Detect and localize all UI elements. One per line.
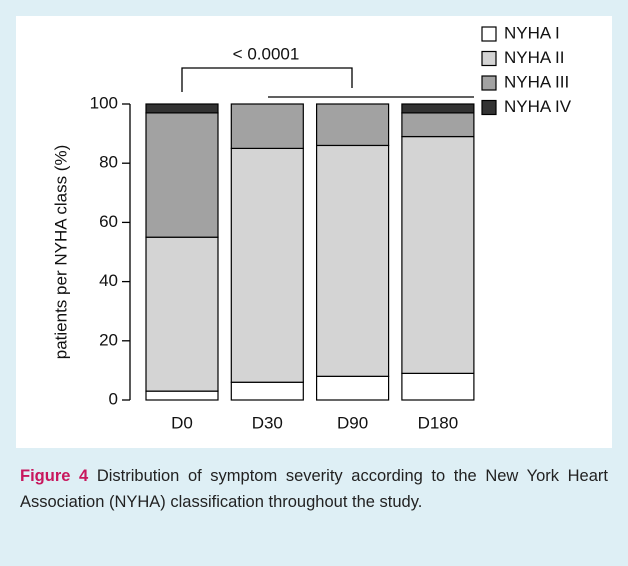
- bar-segment: [230, 103, 304, 150]
- x-tick-label: D30: [252, 413, 283, 432]
- y-tick-label: 20: [99, 330, 118, 349]
- bar-segment: [401, 372, 475, 401]
- bar-segment: [316, 103, 390, 147]
- bar-segment: [401, 112, 475, 138]
- x-tick-label: D90: [337, 413, 368, 432]
- y-axis-label: patients per NYHA class (%): [51, 145, 70, 359]
- legend-label: NYHA II: [504, 48, 564, 67]
- y-tick-label: 0: [109, 389, 118, 408]
- bar-segment: [316, 375, 390, 401]
- legend-swatch: [481, 75, 497, 91]
- chart-panel: [16, 16, 612, 448]
- bar-segment: [316, 144, 390, 377]
- y-tick-label: 80: [99, 153, 118, 172]
- bar-segment: [145, 236, 219, 392]
- y-tick-label: 40: [99, 271, 118, 290]
- y-tick-label: 100: [90, 93, 118, 112]
- caption-text: Distribution of symptom severity accordi…: [20, 467, 608, 511]
- bar-segment: [145, 112, 219, 238]
- y-tick-label: 60: [99, 212, 118, 231]
- bar-segment: [401, 135, 475, 374]
- significance-bracket: [181, 67, 353, 92]
- legend-swatch: [481, 99, 497, 116]
- caption-label: Figure 4: [20, 467, 89, 485]
- legend-label: NYHA IV: [504, 97, 572, 116]
- legend-swatch: [481, 26, 497, 42]
- bar-segment: [230, 381, 304, 401]
- bar-segment: [145, 103, 219, 114]
- x-tick-label: D180: [418, 413, 459, 432]
- significance-label: < 0.0001: [233, 44, 300, 63]
- bar-segment: [401, 103, 475, 114]
- bar-segment: [145, 390, 219, 401]
- legend-label: NYHA III: [504, 72, 569, 91]
- x-tick-label: D0: [171, 413, 193, 432]
- legend-swatch: [481, 50, 497, 67]
- legend-label: NYHA I: [504, 23, 560, 42]
- bar-segment: [230, 147, 304, 383]
- caption: Figure 4 Distribution of symptom severit…: [20, 463, 608, 515]
